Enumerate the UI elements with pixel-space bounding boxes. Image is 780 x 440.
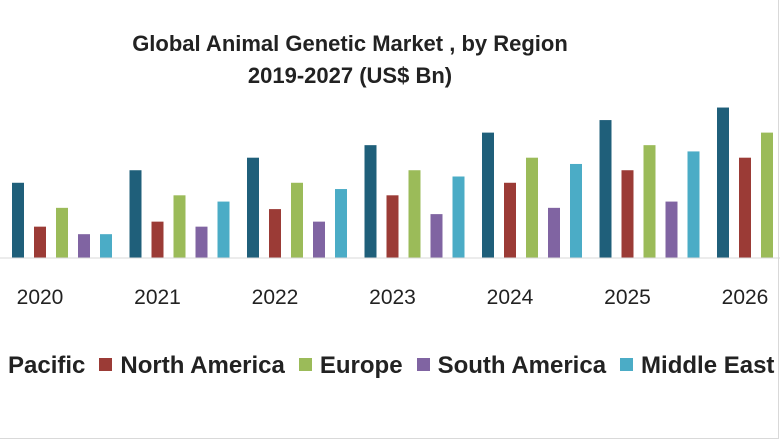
bar-south-america-2025 — [665, 201, 678, 258]
legend-item-europe: Europe — [285, 352, 403, 380]
bar-middle-east-2024 — [570, 163, 582, 258]
bar-middle-east-2020 — [100, 234, 112, 258]
bars-group — [12, 107, 773, 259]
chart-subtitle: 2019-2027 (US$ Bn) — [247, 63, 453, 88]
bar-north-america-2022 — [269, 209, 281, 258]
bar-north-america-2021 — [151, 221, 164, 258]
bar-pacific-2024 — [482, 132, 494, 258]
legend-label: Europe — [319, 352, 403, 379]
x-tick-label-2024: 2024 — [487, 286, 534, 309]
bar-pacific-2022 — [247, 157, 259, 258]
x-tick-label-2025: 2025 — [604, 286, 651, 309]
legend-swatch — [620, 358, 634, 372]
bar-middle-east-2025 — [687, 151, 700, 258]
bar-pacific-2026 — [717, 107, 729, 259]
legend-label: Pacific — [8, 352, 86, 379]
bar-north-america-2025 — [621, 170, 634, 258]
bar-middle-east-2022 — [335, 189, 347, 258]
legend-item-south-america: South America — [403, 352, 606, 380]
bar-south-america-2022 — [313, 221, 325, 258]
bar-europe-2021 — [173, 195, 186, 258]
chart-title-block: Global Animal Genetic Market , by Region… — [0, 28, 700, 92]
legend-item-pacific: Pacific — [8, 352, 85, 380]
bar-europe-2026 — [761, 132, 773, 258]
bar-middle-east-2023 — [452, 176, 465, 258]
x-tick-label-2026: 2026 — [722, 286, 769, 309]
bar-south-america-2021 — [195, 226, 208, 258]
bar-europe-2024 — [526, 157, 538, 258]
legend-label: North America — [120, 352, 285, 379]
bar-middle-east-2021 — [217, 201, 230, 258]
bar-europe-2022 — [291, 182, 303, 258]
legend-label: South America — [437, 352, 607, 379]
bar-pacific-2020 — [12, 182, 24, 258]
bar-south-america-2020 — [78, 234, 90, 258]
x-tick-label-2021: 2021 — [134, 286, 181, 309]
x-tick-label-2023: 2023 — [369, 286, 416, 309]
legend-label: Middle East — [641, 352, 775, 379]
bar-north-america-2026 — [739, 157, 751, 258]
legend: Pacific North America Europe South America M… — [8, 352, 774, 386]
legend-swatch — [99, 358, 113, 372]
bar-south-america-2023 — [430, 214, 443, 258]
bar-pacific-2023 — [364, 145, 377, 258]
bar-europe-2025 — [643, 145, 656, 258]
bar-north-america-2023 — [386, 195, 399, 258]
bar-north-america-2020 — [34, 226, 46, 258]
x-tick-label-2022: 2022 — [252, 286, 299, 309]
bar-pacific-2021 — [129, 170, 142, 258]
bar-north-america-2024 — [504, 182, 516, 258]
bar-europe-2020 — [56, 207, 68, 258]
bar-europe-2023 — [408, 170, 421, 258]
bar-pacific-2025 — [599, 120, 612, 258]
x-tick-labels: 2020 2021 2022 2023 2024 2025 2026 — [17, 286, 769, 309]
legend-item-middle-east: Middle East — [606, 352, 774, 380]
legend-item-north-america: North America — [85, 352, 285, 380]
x-tick-label-2020: 2020 — [17, 286, 64, 309]
legend-swatch — [416, 358, 430, 372]
legend-swatch — [298, 358, 312, 372]
bar-south-america-2024 — [548, 207, 560, 258]
chart-title: Global Animal Genetic Market , by Region — [132, 31, 568, 56]
